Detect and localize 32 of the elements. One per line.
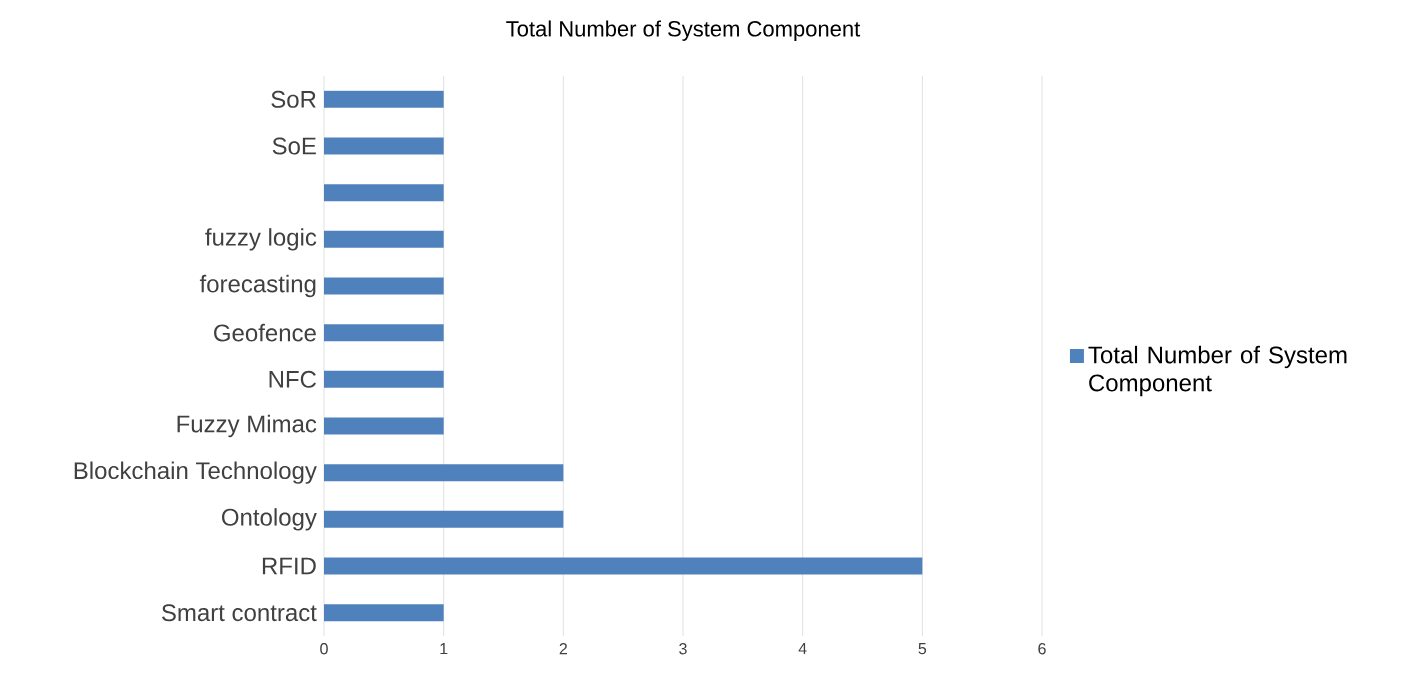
bar xyxy=(324,464,564,482)
bar xyxy=(324,557,923,575)
y-tick-label: NFC xyxy=(269,370,317,388)
bar xyxy=(324,510,564,528)
chart-title: Total Number of System Component xyxy=(506,20,861,41)
x-tick-label: 1 xyxy=(440,643,448,655)
y-tick-label: Fuzzy Mimac xyxy=(177,414,317,438)
x-tick-label: 4 xyxy=(798,643,807,655)
y-tick-label: SoR xyxy=(271,90,316,108)
x-tick-label: 3 xyxy=(679,643,687,655)
bar xyxy=(324,90,444,108)
y-tick-label: Blockchain Technology xyxy=(74,461,317,484)
bar xyxy=(324,324,444,342)
x-tick-label: 0 xyxy=(320,643,328,655)
bar xyxy=(324,370,444,388)
bar xyxy=(324,184,444,202)
x-tick-label: 2 xyxy=(559,643,567,655)
y-tick-label: RFID xyxy=(262,557,316,575)
bar xyxy=(324,230,444,248)
x-tick-label: 5 xyxy=(918,643,927,655)
y-tick-label: Smart contract xyxy=(161,604,317,622)
bar xyxy=(324,137,444,155)
legend-label: Total Number of System Component xyxy=(1088,345,1347,397)
bar xyxy=(324,417,444,435)
bar xyxy=(324,604,444,622)
bar xyxy=(324,277,444,295)
y-tick-label: Geofence xyxy=(214,323,316,342)
y-tick-label: Ontology xyxy=(222,508,317,531)
y-tick-label: SoE xyxy=(272,137,316,155)
y-tick-label: fuzzy logic xyxy=(205,228,317,251)
x-tick-label: 6 xyxy=(1038,643,1046,655)
y-tick-label: forecasting xyxy=(199,274,316,298)
